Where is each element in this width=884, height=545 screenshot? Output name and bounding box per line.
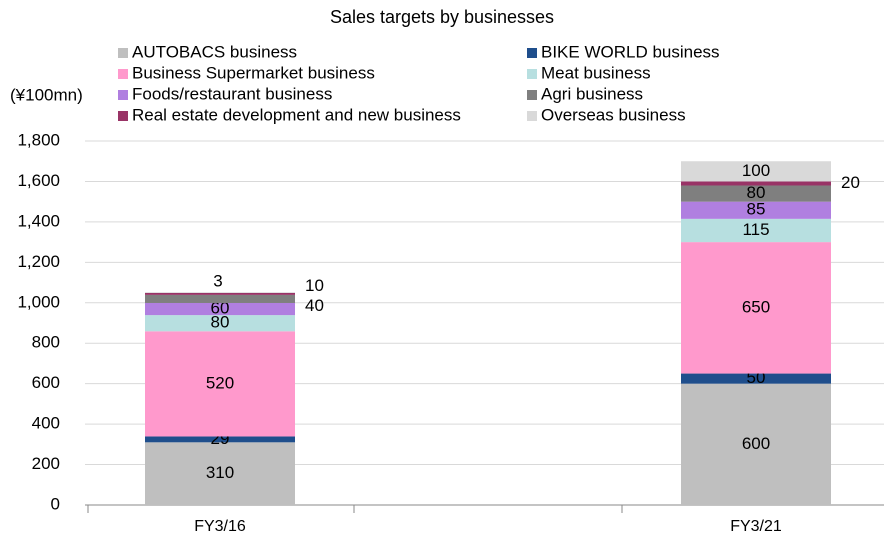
- legend-swatch: [527, 111, 537, 121]
- data-label: 520: [206, 373, 234, 392]
- y-tick-label: 1,800: [17, 130, 60, 149]
- data-label: 80: [211, 313, 230, 332]
- legend-swatch: [118, 90, 128, 100]
- legend-label: Meat business: [541, 63, 651, 82]
- x-tick-label: FY3/21: [730, 518, 782, 535]
- legend-swatch: [527, 90, 537, 100]
- legend-swatch: [527, 48, 537, 58]
- y-tick-label: 800: [32, 333, 60, 352]
- y-tick-label: 0: [51, 494, 60, 513]
- y-tick-label: 400: [32, 414, 60, 433]
- legend-label: Foods/restaurant business: [132, 84, 332, 103]
- data-label: 60: [211, 299, 230, 318]
- y-tick-label: 200: [32, 454, 60, 473]
- bar-segment: [681, 218, 831, 243]
- x-tick-label: FY3/16: [194, 518, 246, 535]
- bar-segment: [145, 436, 295, 443]
- bar-segment: [145, 442, 295, 505]
- data-label: 650: [742, 297, 770, 316]
- legend-label: AUTOBACS business: [132, 42, 297, 61]
- legend-label: Business Supermarket business: [132, 63, 375, 82]
- bar-segment: [681, 181, 831, 186]
- bar-segment: [681, 383, 831, 505]
- bar-segment: [681, 201, 831, 219]
- legend-label: Overseas business: [541, 105, 686, 124]
- data-label: 115: [742, 220, 769, 239]
- y-tick-label: 1,400: [17, 211, 60, 230]
- data-label: 600: [742, 434, 770, 453]
- y-tick-label: 1,000: [17, 292, 60, 311]
- bar-segment: [681, 373, 831, 384]
- bar-segment: [145, 294, 295, 303]
- legend-swatch: [118, 111, 128, 121]
- bar-segment: [145, 331, 295, 437]
- data-label: 20: [841, 173, 860, 192]
- chart-title: Sales targets by businesses: [330, 7, 554, 27]
- bar-segment: [145, 292, 295, 293]
- data-label: 100: [742, 161, 770, 180]
- bar-segment: [681, 185, 831, 202]
- bar-segment: [681, 161, 831, 182]
- bar-segment: [681, 242, 831, 374]
- y-tick-label: 600: [32, 373, 60, 392]
- legend-label: BIKE WORLD business: [541, 42, 720, 61]
- y-axis-label: (¥100mn): [10, 85, 83, 104]
- legend-label: Agri business: [541, 84, 643, 103]
- legend-swatch: [118, 48, 128, 58]
- bar-segment: [145, 292, 295, 295]
- data-label: 310: [206, 463, 234, 482]
- legend-swatch: [118, 69, 128, 79]
- data-label: 85: [747, 200, 766, 219]
- data-label: 3: [213, 272, 222, 291]
- bar-segment: [145, 315, 295, 332]
- data-label: 80: [747, 183, 766, 202]
- data-label: 10: [305, 276, 324, 295]
- y-tick-label: 1,200: [17, 252, 60, 271]
- legend-label: Real estate development and new business: [132, 105, 461, 124]
- y-tick-label: 1,600: [17, 171, 60, 190]
- data-label: 40: [305, 296, 324, 315]
- bar-segment: [145, 302, 295, 316]
- legend-swatch: [527, 69, 537, 79]
